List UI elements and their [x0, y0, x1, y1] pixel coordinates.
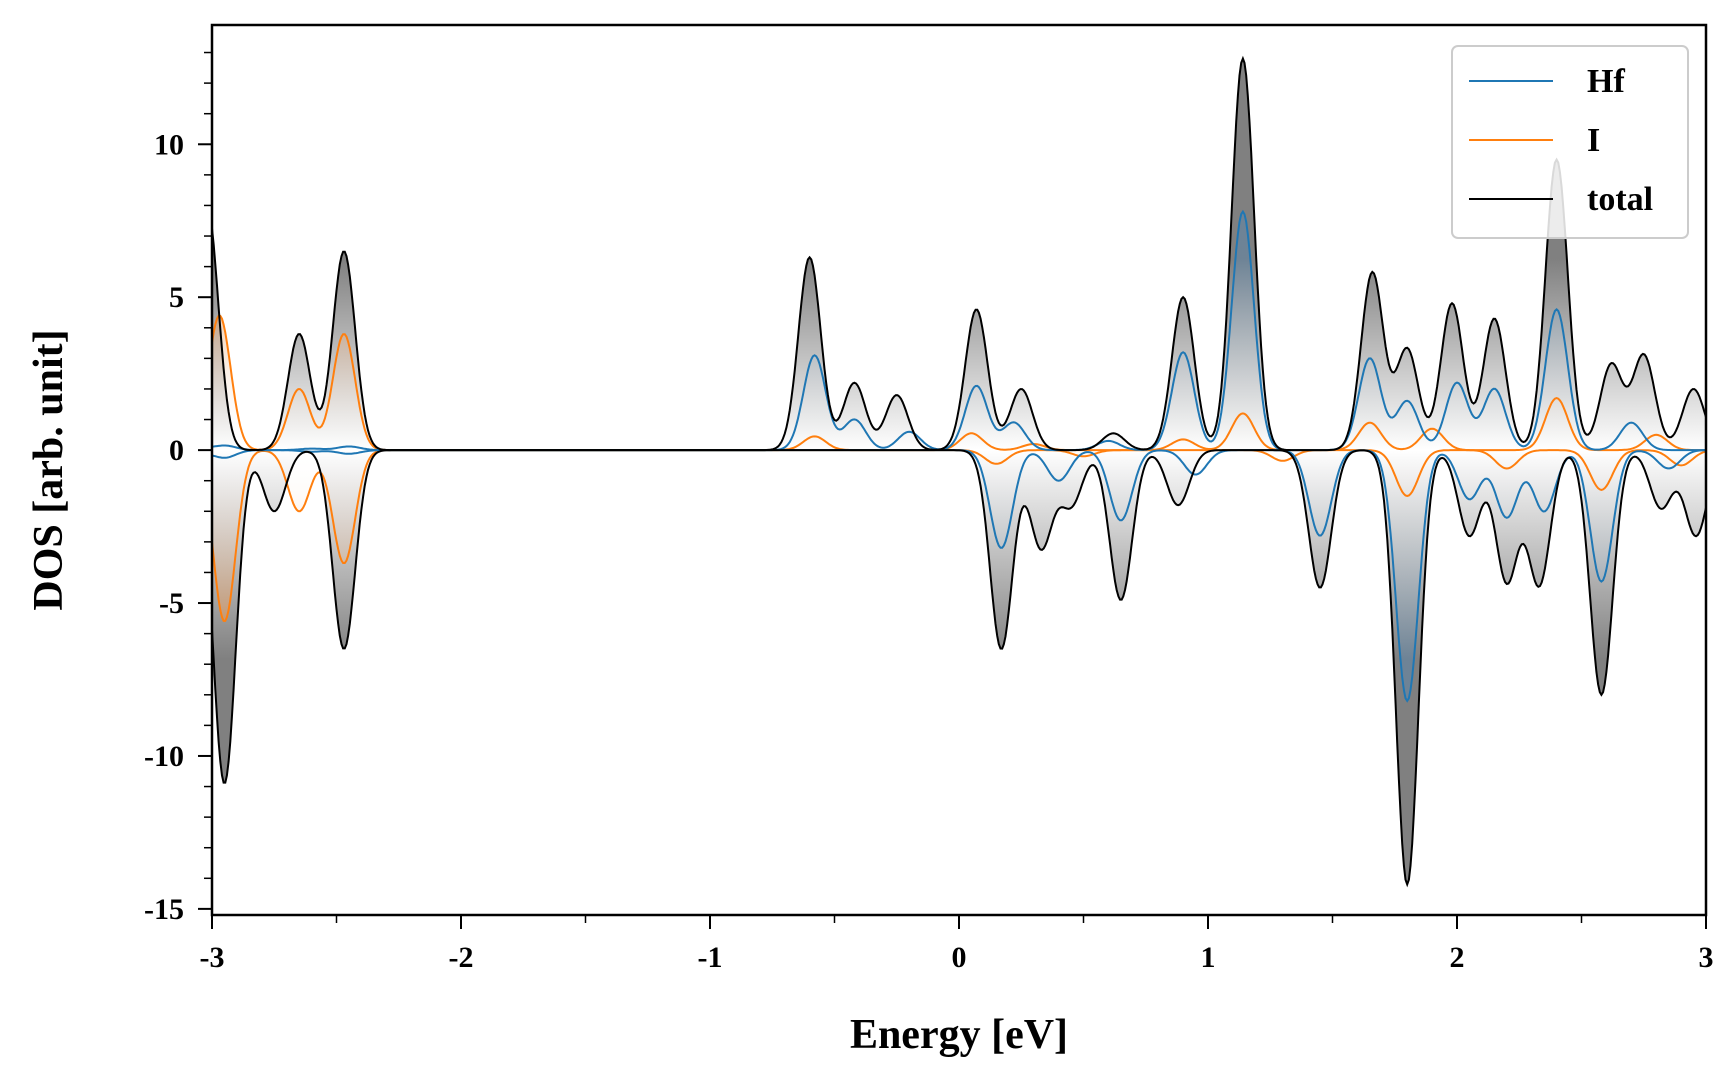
y-tick-label: -15: [144, 893, 184, 926]
legend-hf-label: Hf: [1587, 63, 1625, 100]
total-spin-down-line: [212, 449, 1706, 888]
y-tick-label: 0: [169, 434, 184, 467]
legend-box: [1451, 45, 1689, 239]
x-tick-label: 1: [1201, 941, 1216, 974]
total-spin-down-fill: [212, 450, 1706, 885]
x-tick-label: -1: [698, 941, 723, 974]
x-tick-label: -2: [449, 941, 474, 974]
x-tick-label: 2: [1450, 941, 1465, 974]
hf-spin-down-fill: [212, 450, 1706, 701]
y-tick-label: 5: [169, 281, 184, 314]
y-tick-label: 10: [154, 128, 184, 161]
x-tick-label: -3: [200, 941, 225, 974]
x-tick-label: 3: [1699, 941, 1714, 974]
x-tick-label: 0: [952, 941, 967, 974]
y-axis-label: DOS [arb. unit]: [26, 329, 72, 610]
legend-total-label: total: [1587, 181, 1653, 218]
legend-i-label: I: [1587, 122, 1600, 159]
i-spin-down-fill: [212, 450, 1706, 621]
y-tick-label: -5: [159, 587, 184, 620]
y-tick-label: -10: [144, 740, 184, 773]
x-axis-label: Energy [eV]: [850, 1012, 1068, 1058]
i-spin-up-fill: [212, 315, 1706, 451]
